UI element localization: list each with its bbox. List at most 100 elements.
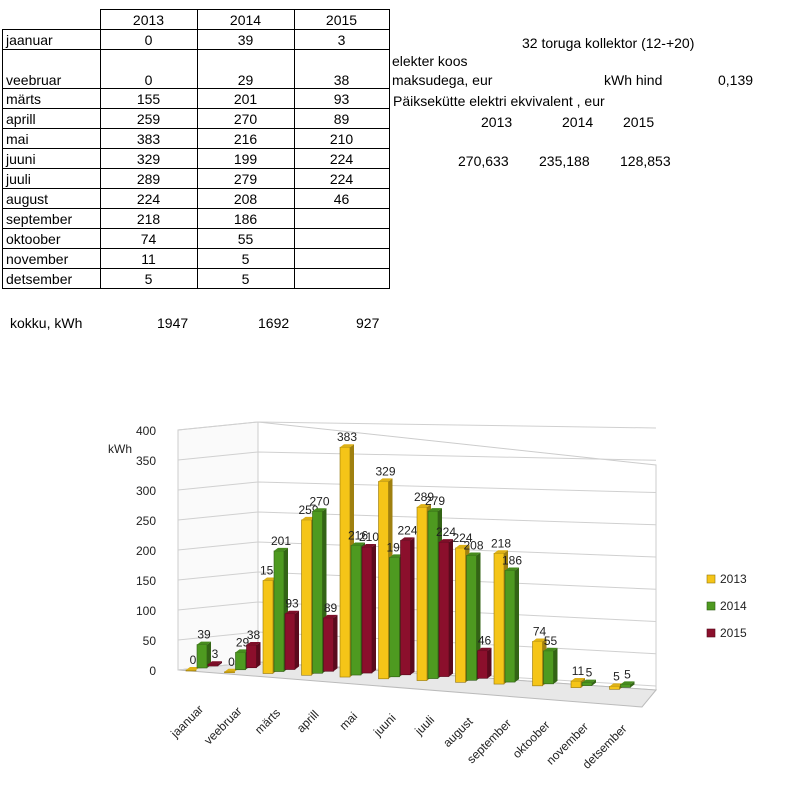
value-cell: 224 bbox=[293, 148, 390, 169]
data-label: 38 bbox=[247, 628, 261, 642]
data-label: 55 bbox=[544, 634, 558, 648]
bar-side-2015-mai bbox=[372, 544, 376, 674]
bar-2013-mai bbox=[339, 446, 351, 678]
value-cell: 29 bbox=[196, 49, 295, 89]
bar-2015-veebruar bbox=[246, 644, 257, 669]
x-tick-label: august bbox=[440, 714, 476, 750]
table-row: märts 155 201 93 bbox=[2, 88, 390, 109]
year-header: 2015 bbox=[293, 9, 390, 30]
table-row: oktoober 74 55 bbox=[2, 228, 390, 249]
table-header-row: 2013 2014 2015 bbox=[2, 9, 390, 30]
bar-top-2014-juuni bbox=[389, 554, 404, 558]
gridline bbox=[177, 571, 657, 590]
bar-top-2014-november bbox=[582, 679, 596, 683]
y-tick-label: 350 bbox=[136, 454, 156, 468]
bar-top-2015-jaanuar bbox=[208, 661, 222, 665]
bar-side-2015-märts bbox=[295, 610, 299, 670]
bar-2014-august bbox=[466, 555, 477, 681]
value-cell bbox=[293, 248, 390, 269]
bar-top-2013-september bbox=[494, 550, 508, 554]
bar-2014-juuni bbox=[389, 557, 400, 678]
bar-2013-november bbox=[570, 680, 582, 688]
bar-side-2014-september bbox=[515, 567, 519, 683]
y-tick-label: 0 bbox=[149, 664, 156, 678]
y-tick-label: 250 bbox=[136, 514, 156, 528]
data-label: 0 bbox=[228, 655, 235, 669]
data-label: 224 bbox=[436, 525, 456, 539]
value-cell: 216 bbox=[196, 128, 295, 149]
bar-top-2015-august bbox=[477, 647, 492, 651]
value-cell: 279 bbox=[196, 168, 295, 189]
value-cell bbox=[293, 228, 390, 249]
data-label: 224 bbox=[397, 523, 417, 537]
month-cell: juuni bbox=[2, 148, 101, 169]
total-2014: 1692 bbox=[258, 315, 290, 331]
month-cell: november bbox=[2, 248, 101, 269]
data-label: 210 bbox=[359, 530, 379, 544]
value-cell: 5 bbox=[196, 268, 295, 289]
bar-top-2013-jaanuar bbox=[186, 667, 200, 670]
value-cell: 155 bbox=[99, 88, 198, 109]
value-cell: 38 bbox=[293, 49, 390, 89]
month-cell: aprill bbox=[2, 108, 101, 129]
month-cell: detsember bbox=[2, 268, 101, 289]
bar-top-2014-jaanuar bbox=[197, 641, 211, 645]
value-cell: 218 bbox=[99, 208, 198, 229]
total-2015: 927 bbox=[356, 315, 380, 331]
value-cell: 93 bbox=[293, 88, 390, 109]
bar-2013-oktoober bbox=[532, 641, 543, 687]
value-cell: 210 bbox=[293, 128, 390, 149]
bar-2014-mai bbox=[350, 545, 362, 676]
bar-top-2014-mai bbox=[351, 542, 365, 546]
equivalent-value-2014: 235,188 bbox=[539, 153, 590, 169]
kwh-price-value: 0,139 bbox=[718, 72, 754, 88]
legend-label-2015: 2015 bbox=[720, 626, 747, 640]
table-row: august 224 208 46 bbox=[2, 188, 390, 209]
bar-2013-detsember bbox=[609, 686, 620, 690]
bar-top-2014-juuli bbox=[428, 508, 442, 512]
value-cell: 0 bbox=[99, 29, 198, 50]
bar-top-2014-august bbox=[466, 552, 481, 556]
x-tick-label: juuni bbox=[370, 711, 399, 740]
month-cell: märts bbox=[2, 88, 101, 109]
y-tick-label: 100 bbox=[136, 604, 156, 618]
year-header: 2014 bbox=[196, 9, 295, 30]
value-cell: 289 bbox=[99, 168, 198, 189]
value-cell: 55 bbox=[196, 228, 295, 249]
value-cell: 208 bbox=[196, 188, 295, 209]
year-header: 2013 bbox=[99, 9, 198, 30]
equivalent-year-2014: 2014 bbox=[562, 114, 594, 130]
equivalent-year-2013: 2013 bbox=[481, 114, 513, 130]
value-cell bbox=[293, 208, 390, 229]
value-cell: 201 bbox=[196, 88, 295, 109]
bar-2014-aprill bbox=[312, 510, 323, 674]
data-label: 218 bbox=[491, 536, 511, 550]
data-label: 5 bbox=[613, 669, 620, 683]
bar-side-2014-august bbox=[476, 552, 481, 681]
data-label: 201 bbox=[271, 534, 291, 548]
bar-top-2015-juuni bbox=[400, 537, 415, 541]
y-tick-label: 150 bbox=[136, 574, 156, 588]
table-row: november 11 5 bbox=[2, 248, 390, 269]
month-cell: oktoober bbox=[2, 228, 101, 249]
table-row: juuli 289 279 224 bbox=[2, 168, 390, 189]
bar-top-2013-mai bbox=[340, 444, 354, 448]
value-cell: 270 bbox=[196, 108, 295, 129]
bar-2014-märts bbox=[273, 550, 285, 672]
gridline bbox=[177, 541, 657, 558]
value-cell: 259 bbox=[99, 108, 198, 129]
value-cell: 11 bbox=[99, 248, 198, 269]
bar-side-2014-november bbox=[592, 679, 596, 686]
value-cell: 5 bbox=[196, 248, 295, 269]
x-tick-label: jaanuar bbox=[167, 702, 206, 741]
equivalent-label: Päiksekütte elektri ekvivalent , eur bbox=[393, 93, 605, 109]
bar-side-2015-veebruar bbox=[256, 641, 261, 668]
monthly-kwh-chart: 050100150200250300350400kWh0393jaanuar02… bbox=[108, 421, 747, 772]
month-cell: juuli bbox=[2, 168, 101, 189]
x-tick-label: aprill bbox=[294, 708, 322, 736]
x-tick-label: juuli bbox=[411, 713, 437, 739]
bar-top-2013-oktoober bbox=[532, 638, 547, 642]
y-tick-label: 50 bbox=[143, 634, 157, 648]
bar-2015-aprill bbox=[323, 617, 334, 672]
bar-2013-juuli bbox=[416, 506, 428, 681]
